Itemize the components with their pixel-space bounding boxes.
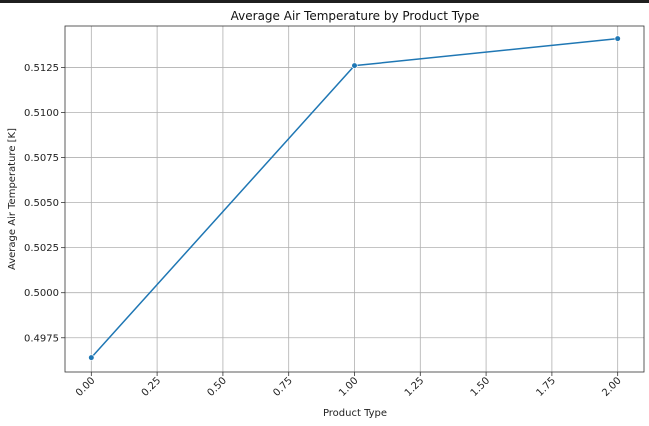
x-tick-label: 0.25 (140, 375, 164, 399)
y-axis-ticks: 0.4975 0.5000 0.5025 0.5050 0.5075 0.5100 0.51… (24, 63, 65, 344)
x-tick-label: 0.50 (206, 375, 230, 399)
data-point (351, 62, 358, 69)
x-tick-label: 0.00 (74, 375, 98, 399)
x-tick-label: 1.25 (403, 375, 427, 399)
x-axis-title: Product Type (323, 408, 387, 419)
y-tick-label: 0.4975 (24, 333, 59, 344)
y-tick-label: 0.5100 (24, 108, 59, 119)
window-top-border (0, 0, 649, 3)
data-point (88, 354, 95, 361)
data-point (614, 35, 621, 42)
series-layer (88, 35, 621, 361)
x-tick-label: 0.75 (271, 375, 295, 399)
y-tick-label: 0.5000 (24, 288, 59, 299)
chart-title: Average Air Temperature by Product Type (231, 9, 480, 23)
y-tick-label: 0.5050 (24, 198, 59, 209)
x-tick-label: 2.00 (600, 375, 624, 399)
x-axis-ticks: 0.00 0.25 0.50 0.75 1.00 1.25 1.50 1.75 2.00 (74, 372, 624, 399)
x-tick-label: 1.50 (469, 375, 493, 399)
x-tick-label: 1.00 (337, 375, 361, 399)
y-tick-label: 0.5125 (24, 63, 59, 74)
x-tick-label: 1.75 (534, 375, 558, 399)
y-tick-label: 0.5075 (24, 153, 59, 164)
y-tick-label: 0.5025 (24, 243, 59, 254)
y-axis-title: Average Air Temperature [K] (7, 128, 18, 270)
grid-lines (65, 26, 644, 372)
